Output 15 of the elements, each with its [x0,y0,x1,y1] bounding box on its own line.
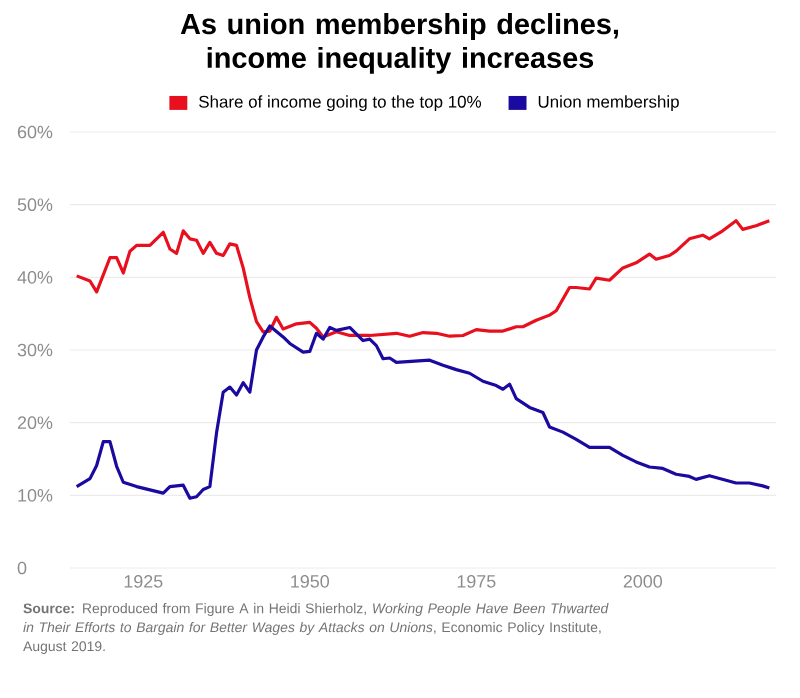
x-tick-label: 1925 [124,575,163,588]
x-tick-label: 1950 [291,575,330,588]
y-tick-label: 0 [17,561,27,575]
y-tick-label: 30% [17,343,53,357]
legend-label: Share of income going to the top 10% [199,95,482,112]
y-tick-label: 10% [18,488,53,502]
x-tick-label: 1975 [457,575,496,588]
y-tick-label: 60% [17,125,53,139]
chart-title: As union membership declines, income inequality increases [180,13,618,74]
y-tick-label: 20% [17,416,53,430]
y-tick-label: 40% [17,270,53,284]
line-series [75,219,771,339]
y-tick-label: 50% [17,198,53,212]
x-tick-label: 2000 [623,575,663,588]
legend-label: Union membership [538,95,679,112]
